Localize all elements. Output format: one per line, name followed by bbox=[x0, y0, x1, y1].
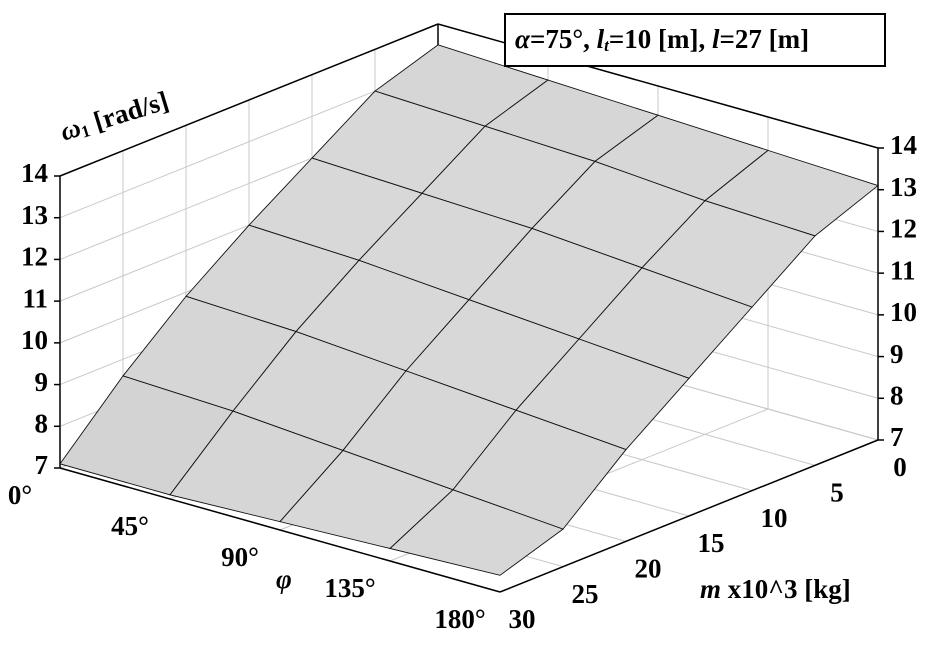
y-tick-label: 30 bbox=[509, 604, 536, 634]
z-tick-label: 12 bbox=[890, 214, 917, 244]
z-tick-label: 7 bbox=[890, 422, 904, 452]
z-tick-label: 14 bbox=[21, 158, 48, 188]
y-tick-label: 25 bbox=[572, 579, 599, 609]
z-tick-label: 11 bbox=[890, 255, 916, 285]
y-tick-label: 5 bbox=[830, 478, 844, 508]
z-tick-label: 8 bbox=[35, 408, 49, 438]
z-tick-label: 12 bbox=[21, 242, 48, 272]
annotation-part: =10 [m], bbox=[609, 24, 712, 54]
annotation-part: l bbox=[597, 24, 605, 54]
axis-line bbox=[59, 467, 501, 593]
annotation: α=75°, lt=10 [m], l=27 [m] bbox=[515, 24, 809, 55]
z-tick-label: 7 bbox=[35, 450, 49, 480]
z-tick-label: 9 bbox=[890, 339, 904, 369]
z-tick-label: 9 bbox=[35, 367, 49, 397]
x-tick-label: 90° bbox=[221, 542, 259, 572]
x-tick-label: 135° bbox=[324, 573, 375, 603]
annotation-box bbox=[504, 13, 886, 67]
z-tick-label: 13 bbox=[890, 172, 917, 202]
y-label-part: x10^3 [kg] bbox=[721, 574, 851, 604]
axis-line bbox=[59, 23, 439, 177]
z-tick-label: 14 bbox=[890, 130, 917, 160]
z-tick-label: 13 bbox=[21, 200, 48, 230]
annotation-part: l bbox=[712, 24, 720, 54]
z-tick-label: 11 bbox=[22, 283, 48, 313]
annotation-part: t bbox=[604, 36, 610, 55]
z-tick-label: 8 bbox=[890, 380, 904, 410]
y-tick-label: 15 bbox=[698, 528, 725, 558]
y-axis-label: m x10^3 [kg] bbox=[700, 574, 851, 604]
z-tick-label: 10 bbox=[21, 325, 48, 355]
axis-line bbox=[499, 439, 879, 593]
x-axis-label: φ bbox=[276, 564, 292, 594]
x-tick-label: 180° bbox=[434, 604, 485, 634]
y-tick-label: 20 bbox=[635, 554, 662, 584]
z-tick-label: 10 bbox=[890, 297, 917, 327]
annotation-part: =75°, bbox=[530, 24, 597, 54]
annotation-part: =27 [m] bbox=[720, 24, 810, 54]
z-label-part: [rad/s] bbox=[84, 85, 172, 138]
x-tick-label: 0° bbox=[8, 480, 32, 510]
surface-patch bbox=[389, 489, 564, 576]
annotation-part: α bbox=[515, 24, 531, 54]
y-tick-label: 0 bbox=[893, 452, 907, 482]
y-tick-label: 10 bbox=[761, 503, 788, 533]
x-tick-label: 45° bbox=[111, 511, 149, 541]
y-label-part: m bbox=[700, 574, 721, 604]
